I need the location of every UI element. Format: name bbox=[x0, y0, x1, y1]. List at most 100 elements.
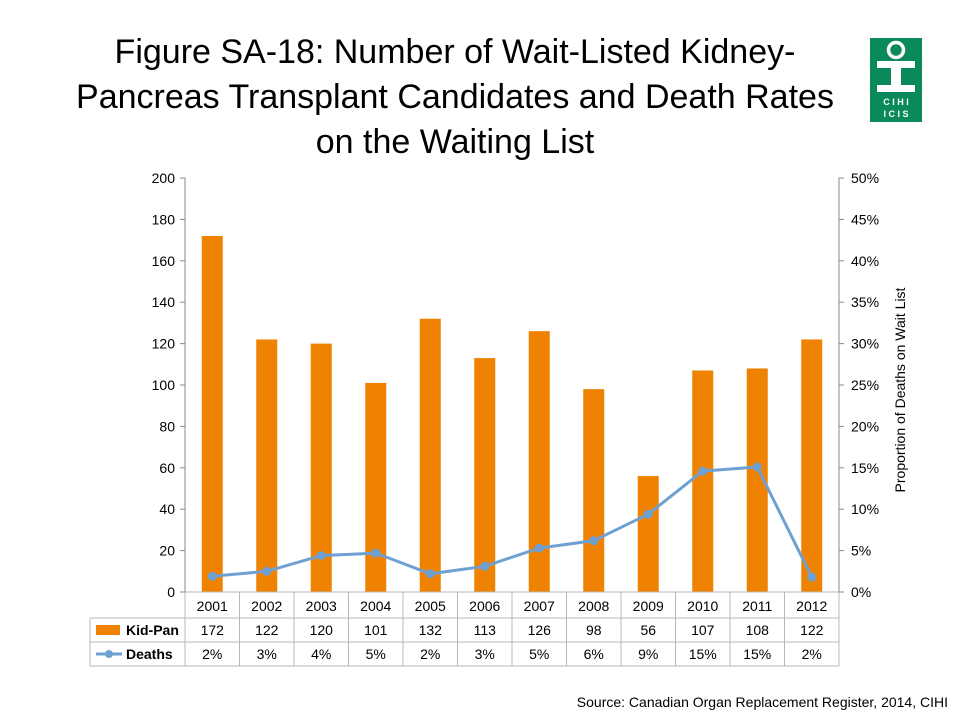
y-tick-label: 60 bbox=[159, 460, 175, 476]
bar bbox=[474, 358, 496, 592]
x-tick-label: 2003 bbox=[306, 598, 337, 614]
y2-tick-label: 15% bbox=[851, 460, 879, 476]
deaths-point bbox=[316, 551, 326, 561]
y2-tick-label: 40% bbox=[851, 253, 879, 269]
table-cell: 122 bbox=[800, 622, 824, 638]
bar bbox=[256, 339, 278, 592]
y-tick-label: 120 bbox=[152, 336, 176, 352]
x-tick-label: 2011 bbox=[742, 598, 772, 614]
legend-label: Deaths bbox=[126, 646, 173, 662]
y2-tick-label: 0% bbox=[851, 584, 871, 600]
y2-tick-label: 30% bbox=[851, 336, 879, 352]
y-tick-label: 0 bbox=[167, 584, 175, 600]
deaths-line bbox=[212, 465, 814, 578]
table-cell: 5% bbox=[366, 646, 386, 662]
line-series bbox=[207, 462, 817, 582]
bar bbox=[692, 370, 714, 592]
y-tick-label: 80 bbox=[159, 418, 175, 434]
y2-tick-labels: 0% 5% 10% 15% 20% 25% 30% 35% 40% 45% 50% bbox=[851, 170, 879, 600]
deaths-point bbox=[371, 548, 381, 558]
x-tick-label: 2009 bbox=[633, 598, 664, 614]
bar bbox=[528, 331, 550, 592]
y-tick-label: 160 bbox=[152, 253, 176, 269]
y-tick-label: 20 bbox=[159, 543, 175, 559]
table-cell: 15% bbox=[689, 646, 717, 662]
table-cell: 56 bbox=[640, 622, 656, 638]
bar bbox=[419, 318, 441, 592]
y2-tick-label: 10% bbox=[851, 501, 879, 517]
table-cell: 3% bbox=[475, 646, 495, 662]
x-tick-label: 2007 bbox=[524, 598, 555, 614]
bar bbox=[201, 235, 223, 592]
deaths-point bbox=[425, 569, 435, 579]
deaths-point bbox=[480, 561, 490, 571]
chart-title: Figure SA-18: Number of Wait-Listed Kidn… bbox=[76, 33, 834, 161]
x-tick-label: 2012 bbox=[796, 598, 827, 614]
y-tick-label: 180 bbox=[152, 211, 176, 227]
y-tick-label: 200 bbox=[152, 170, 176, 186]
y2-tick-label: 50% bbox=[851, 170, 879, 186]
table-cell: 15% bbox=[743, 646, 771, 662]
legend-swatch-kidpan bbox=[96, 625, 120, 635]
bar bbox=[801, 339, 823, 592]
y2-tick-label: 35% bbox=[851, 294, 879, 310]
logo-text-fr: I C I S bbox=[883, 109, 908, 119]
data-table: 2001 2002 2003 2004 2005 2006 2007 2008 2009 2010… bbox=[89, 591, 840, 667]
deaths-point bbox=[589, 536, 599, 546]
table-cell: 2% bbox=[802, 646, 822, 662]
y2-tick-label: 20% bbox=[851, 418, 879, 434]
table-cell: 113 bbox=[474, 622, 497, 638]
axes bbox=[180, 177, 844, 593]
cihi-logo: C I H I I C I S bbox=[870, 38, 922, 122]
table-cell: 126 bbox=[528, 622, 552, 638]
table-cell: 107 bbox=[691, 622, 715, 638]
table-cell: 6% bbox=[584, 646, 604, 662]
y-tick-label: 100 bbox=[152, 377, 176, 393]
source-note: Source: Canadian Organ Replacement Regis… bbox=[576, 694, 948, 710]
table-cell: 108 bbox=[746, 622, 770, 638]
table-cell: 172 bbox=[201, 622, 225, 638]
deaths-point bbox=[752, 462, 762, 472]
deaths-point bbox=[643, 509, 653, 519]
x-tick-label: 2004 bbox=[360, 598, 391, 614]
table-cell: 122 bbox=[255, 622, 279, 638]
y2-tick-label: 5% bbox=[851, 543, 871, 559]
table-cell: 98 bbox=[586, 622, 602, 638]
bar bbox=[746, 368, 768, 592]
logo-text-en: C I H I bbox=[883, 97, 909, 107]
deaths-point bbox=[807, 572, 817, 582]
x-tick-label: 2002 bbox=[251, 598, 282, 614]
x-tick-label: 2005 bbox=[415, 598, 446, 614]
bar bbox=[310, 343, 332, 592]
deaths-point bbox=[207, 571, 217, 581]
table-cell: 101 bbox=[364, 622, 388, 638]
table-cell: 2% bbox=[202, 646, 222, 662]
bar bbox=[583, 389, 605, 592]
y2-tick-label: 45% bbox=[851, 211, 879, 227]
bar bbox=[637, 476, 659, 592]
x-tick-label: 2001 bbox=[197, 598, 228, 614]
legend-swatch-deaths-marker bbox=[105, 650, 113, 658]
bar bbox=[365, 382, 387, 592]
y2-axis-label: Proportion of Deaths on Wait List bbox=[892, 287, 908, 492]
table-cell: 132 bbox=[419, 622, 443, 638]
y-tick-label: 40 bbox=[159, 501, 175, 517]
table-cell: 4% bbox=[311, 646, 331, 662]
deaths-point bbox=[262, 566, 272, 576]
x-tick-label: 2008 bbox=[578, 598, 609, 614]
y-tick-labels: 0 20 40 60 80 100 120 140 160 180 200 bbox=[152, 170, 176, 600]
x-tick-label: 2006 bbox=[469, 598, 500, 614]
table-cell: 9% bbox=[638, 646, 658, 662]
x-tick-label: 2010 bbox=[687, 598, 718, 614]
bar-series bbox=[201, 235, 823, 592]
table-cell: 2% bbox=[420, 646, 440, 662]
table-cell: 3% bbox=[257, 646, 277, 662]
y-tick-label: 140 bbox=[152, 294, 176, 310]
table-cell: 120 bbox=[310, 622, 334, 638]
deaths-point bbox=[698, 466, 708, 476]
deaths-point bbox=[534, 543, 544, 553]
legend-label: Kid-Pan bbox=[126, 622, 179, 638]
table-cell: 5% bbox=[529, 646, 549, 662]
y2-tick-label: 25% bbox=[851, 377, 879, 393]
